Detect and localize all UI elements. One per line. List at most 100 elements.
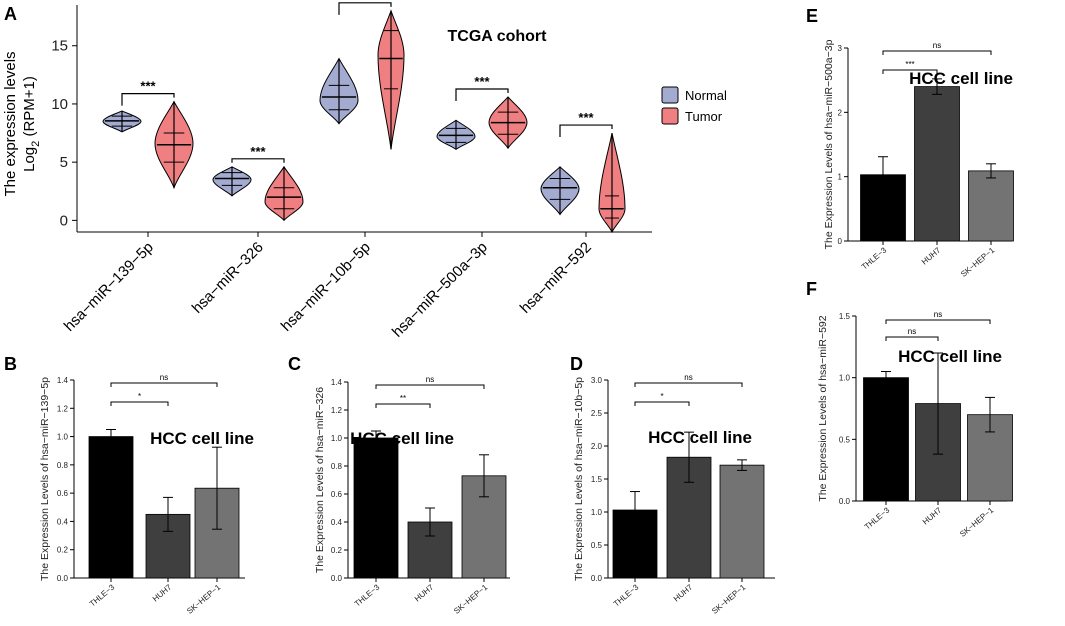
y-tick-label: 1.2 (331, 406, 343, 415)
y-tick-label: 1.5 (591, 475, 603, 484)
panel-c: 0.0 0.2 0.4 0.6 0.8 1.0 1.2 1.4 The Expression L… (314, 375, 510, 616)
comparison-bracket (634, 382, 743, 387)
y-tick-label: 0.0 (839, 497, 851, 506)
comparison-bracket (634, 401, 690, 406)
y-tick-label: 0 (60, 212, 68, 229)
comparison-label: ns (684, 373, 692, 382)
bar-1 (353, 437, 399, 579)
chart-title: TCGA cohort (448, 28, 548, 45)
y-tick-label: 0.4 (57, 517, 69, 526)
x-category-label: SK−HEP−1 (452, 582, 490, 616)
significance-label: *** (140, 79, 156, 94)
y-axis-label: The Expression Levels of hsa−miR−592 (817, 315, 829, 501)
x-category-label: SK−HEP−1 (710, 582, 748, 616)
panel-d: 0.0 0.5 1.0 1.5 2.0 2.5 3.0 The Expression Leve… (573, 373, 775, 616)
x-category-label: SK−HEP−1 (185, 582, 223, 616)
y-tick-label: 0.2 (57, 546, 69, 555)
annotation-label: HCC cell line (909, 69, 1013, 88)
x-category-label: THLE−3 (860, 245, 889, 271)
x-category-label: THLE−3 (612, 582, 641, 608)
y-tick-label: 0.0 (331, 574, 343, 583)
y-axis-label: The Expression Levels of hsa−miR−500a−3p (823, 39, 835, 249)
y-tick-label: 0.0 (57, 574, 69, 583)
comparison-label: * (138, 392, 141, 401)
comparison-label: ns (934, 310, 942, 319)
panel-letter-d: D (570, 354, 583, 374)
panel-a: 0 5 10 15 The expression levels Log2 (RPM+1) h… (2, 0, 727, 341)
x-category-label: SK−HEP−1 (959, 245, 997, 279)
significance-bracket (559, 124, 613, 138)
y-tick-label: 0.5 (591, 541, 603, 550)
comparison-label: ns (933, 41, 941, 50)
y-tick-label: 0.6 (57, 489, 69, 498)
y-tick-label: 1.0 (591, 508, 603, 517)
y-axis-label-2: Log2 (RPM+1) (21, 76, 42, 172)
comparison-bracket (885, 319, 991, 324)
annotation-label: HCC cell line (150, 429, 254, 448)
y-tick-label: 0.4 (331, 518, 343, 527)
y-axis-label-1: The expression levels (2, 51, 19, 196)
legend-label-normal: Normal (685, 88, 727, 103)
y-tick-label: 15 (51, 38, 68, 55)
comparison-label: ns (160, 373, 168, 382)
comparison-label: *** (905, 60, 914, 69)
legend-label-tumor: Tumor (685, 109, 723, 124)
x-category-label: hsa−miR−139−5p (61, 239, 157, 335)
bar-3 (719, 464, 765, 579)
y-tick-label: 2 (838, 108, 843, 117)
comparison-bracket (882, 69, 938, 74)
comparison-bracket (110, 382, 218, 387)
y-tick-label: 1.2 (57, 404, 69, 413)
panel-f: 0.0 0.5 1.0 1.5 The Expression Levels of hsa… (817, 310, 1013, 539)
comparison-bracket (885, 336, 939, 341)
x-category-label: HUH7 (920, 245, 943, 266)
y-axis-label: The Expression Levels of hsa−miR−10b−5p (573, 377, 585, 581)
y-axis-label-sub: 2 (30, 141, 42, 147)
comparison-bracket (110, 401, 169, 406)
y-tick-label: 1.0 (331, 434, 343, 443)
significance-label: *** (474, 74, 490, 89)
y-tick-label: 2.5 (591, 409, 603, 418)
significance-bracket (121, 93, 175, 106)
panel-letter-a: A (4, 4, 17, 24)
x-category-label: hsa−miR−10b−5p (278, 239, 374, 335)
y-tick-label: 0.6 (331, 490, 343, 499)
comparison-label: ns (908, 327, 916, 336)
y-tick-label: 1 (838, 173, 843, 182)
comparison-label: ns (426, 375, 434, 384)
significance-label: *** (578, 110, 594, 125)
bar-3 (968, 170, 1014, 242)
y-tick-label: 3.0 (591, 376, 603, 385)
y-tick-label: 10 (51, 96, 68, 113)
bar-2 (914, 86, 960, 242)
panel-letter-b: B (4, 354, 17, 374)
y-tick-label: 2.0 (591, 442, 603, 451)
y-tick-label: 0.2 (331, 546, 343, 555)
y-axis-label-tail: (RPM+1) (21, 76, 38, 141)
x-category-label: SK−HEP−1 (958, 505, 996, 539)
legend-swatch-tumor (661, 107, 679, 125)
annotation-label: HCC cell line (350, 429, 454, 448)
significance-bracket (231, 158, 285, 163)
y-tick-label: 1.0 (57, 433, 69, 442)
panel-b: 0.0 0.2 0.4 0.6 0.8 1.0 1.2 1.4 The Expression L… (39, 373, 254, 616)
y-axis-label-log: Log (21, 147, 38, 172)
x-category-label: HUH7 (921, 505, 944, 526)
y-tick-label: 0.0 (591, 574, 603, 583)
annotation-label: HCC cell line (648, 428, 752, 447)
x-category-label: THLE−3 (88, 582, 117, 608)
significance-label: *** (357, 0, 373, 3)
x-category-label: THLE−3 (353, 582, 382, 608)
comparison-bracket (882, 50, 992, 55)
y-tick-label: 0.5 (839, 435, 851, 444)
y-tick-label: 0.8 (57, 461, 69, 470)
x-category-label: hsa−miR−326 (189, 239, 267, 317)
y-tick-label: 3 (838, 44, 843, 53)
panel-letter-f: F (806, 279, 817, 299)
y-tick-label: 1.0 (839, 374, 851, 383)
y-tick-label: 5 (60, 154, 68, 171)
significance-label: *** (250, 144, 266, 159)
y-tick-label: 1.4 (57, 376, 69, 385)
